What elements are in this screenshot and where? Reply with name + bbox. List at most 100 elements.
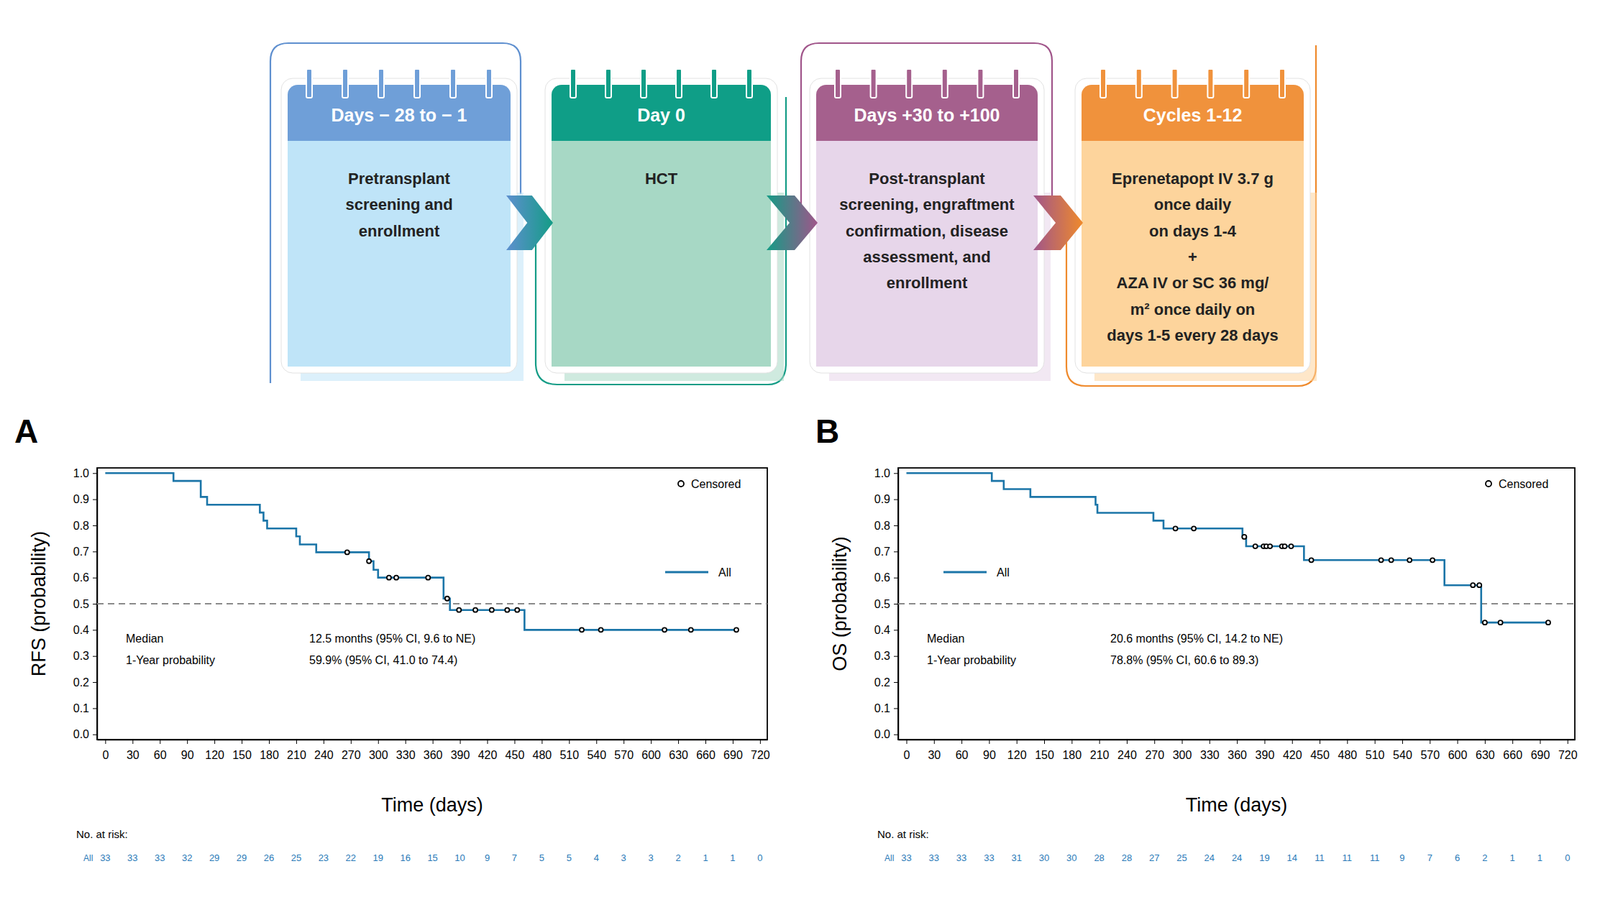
censor-marker xyxy=(734,627,739,633)
x-tick-label: 210 xyxy=(1090,749,1110,762)
x-tick-label: 90 xyxy=(181,749,195,762)
annotation-label: Median xyxy=(125,632,164,646)
risk-count: 9 xyxy=(1399,852,1405,864)
censor-marker xyxy=(1288,544,1293,549)
legend-label: Censored xyxy=(691,478,741,491)
x-tick-label: 630 xyxy=(1475,749,1496,762)
risk-count: 3 xyxy=(621,852,627,864)
risk-count: 30 xyxy=(1039,852,1050,864)
x-tick-mark xyxy=(514,739,515,745)
legend-line xyxy=(665,571,709,574)
calendar-ring xyxy=(711,69,717,98)
x-tick: 630 xyxy=(1475,739,1496,762)
x-tick-mark xyxy=(268,739,270,745)
y-tick: 0.9 xyxy=(73,493,98,506)
x-tick: 510 xyxy=(559,739,579,762)
plot-marks xyxy=(97,473,768,633)
censor-marker xyxy=(599,627,604,633)
calendar-ring xyxy=(746,69,753,98)
y-tick: 0.5 xyxy=(874,598,899,611)
card-header xyxy=(1081,126,1304,141)
legend-label: Censored xyxy=(1498,478,1549,491)
y-axis: 0.00.10.20.30.40.50.60.70.80.91.0 xyxy=(73,467,98,741)
censor-marker xyxy=(1546,620,1551,625)
x-tick-mark xyxy=(241,739,243,745)
bracket xyxy=(535,97,786,385)
step-header: Cycles 1-12 xyxy=(1143,104,1243,126)
x-tick-mark xyxy=(732,739,734,745)
x-tick-mark xyxy=(296,739,297,745)
risk-count: 1 xyxy=(1510,852,1516,864)
x-tick-mark xyxy=(760,739,761,745)
risk-count: 24 xyxy=(1231,852,1242,864)
x-tick-mark xyxy=(132,739,134,745)
censor-marker xyxy=(1282,544,1288,549)
x-tick-label: 30 xyxy=(126,749,140,762)
risk-count: 19 xyxy=(373,852,384,864)
x-tick: 600 xyxy=(641,739,661,762)
x-tick-label: 600 xyxy=(641,749,661,762)
x-tick-mark xyxy=(378,739,379,745)
risk-count: 5 xyxy=(539,852,545,864)
y-tick-label: 0.3 xyxy=(73,650,90,663)
y-tick-label: 0.5 xyxy=(874,598,891,611)
x-tick-mark xyxy=(350,739,352,745)
legend-line xyxy=(943,571,987,574)
y-tick-mark xyxy=(893,499,899,501)
censor-marker xyxy=(425,576,431,581)
censor-marker xyxy=(1389,558,1394,563)
y-axis-title: RFS (probability) xyxy=(28,531,50,678)
risk-count: 33 xyxy=(956,852,967,864)
step-body: Post-transplant xyxy=(868,169,986,188)
plot-frame xyxy=(898,468,1575,740)
x-tick-mark xyxy=(1044,739,1045,745)
calendar-ring xyxy=(640,69,647,98)
survival-curve xyxy=(906,473,1548,623)
y-tick: 0.5 xyxy=(73,598,98,611)
x-tick-mark xyxy=(104,739,106,745)
calendar-ring xyxy=(870,69,877,98)
plot-frame xyxy=(97,468,768,740)
x-tick-mark xyxy=(1182,739,1183,745)
risk-count: 32 xyxy=(181,852,192,864)
step-card: Cycles 1-12Eprenetapopt IV 3.7 gonce dai… xyxy=(1075,69,1317,382)
card-outline xyxy=(281,78,518,374)
x-tick-mark xyxy=(1374,739,1376,745)
card-body xyxy=(551,140,771,367)
censor-marker xyxy=(514,608,520,613)
x-tick-mark xyxy=(1154,739,1155,745)
step-body: on days 1-4 xyxy=(1149,222,1237,241)
x-tick-mark xyxy=(988,739,990,745)
x-tick-mark xyxy=(1457,739,1459,745)
risk-count: 33 xyxy=(929,852,940,864)
annotation-label: 1-Year probability xyxy=(926,654,1017,667)
x-tick: 570 xyxy=(1420,739,1440,762)
x-tick: 690 xyxy=(723,739,743,762)
card-body xyxy=(1081,140,1304,367)
card-outline xyxy=(545,78,778,374)
x-tick-label: 0 xyxy=(102,749,109,762)
risk-count: 22 xyxy=(345,852,356,864)
x-tick: 0 xyxy=(102,739,109,762)
step-body: + xyxy=(1187,248,1198,267)
censor-marker xyxy=(504,608,510,613)
x-tick-label: 60 xyxy=(955,749,969,762)
censor-marker xyxy=(345,550,350,555)
calendar-ring xyxy=(1136,69,1142,98)
y-tick-mark xyxy=(893,656,899,658)
x-tick-mark xyxy=(568,739,570,745)
y-tick-label: 0.9 xyxy=(73,493,90,506)
x-tick-label: 120 xyxy=(204,749,225,762)
x-tick-label: 720 xyxy=(750,749,771,762)
y-tick: 0.1 xyxy=(874,702,899,715)
x-tick: 30 xyxy=(927,739,941,762)
censor-marker xyxy=(473,608,478,613)
step-body: HCT xyxy=(645,169,679,188)
y-tick-label: 0.0 xyxy=(73,728,90,741)
x-tick-mark xyxy=(186,739,188,745)
km-panel: 0306090120150180210240270300330360390420… xyxy=(14,412,771,864)
step-body: AZA IV or SC 36 mg/ xyxy=(1116,273,1270,292)
plot-marks xyxy=(898,473,1575,625)
step-body: once daily xyxy=(1154,195,1232,214)
risk-count: 15 xyxy=(427,852,438,864)
